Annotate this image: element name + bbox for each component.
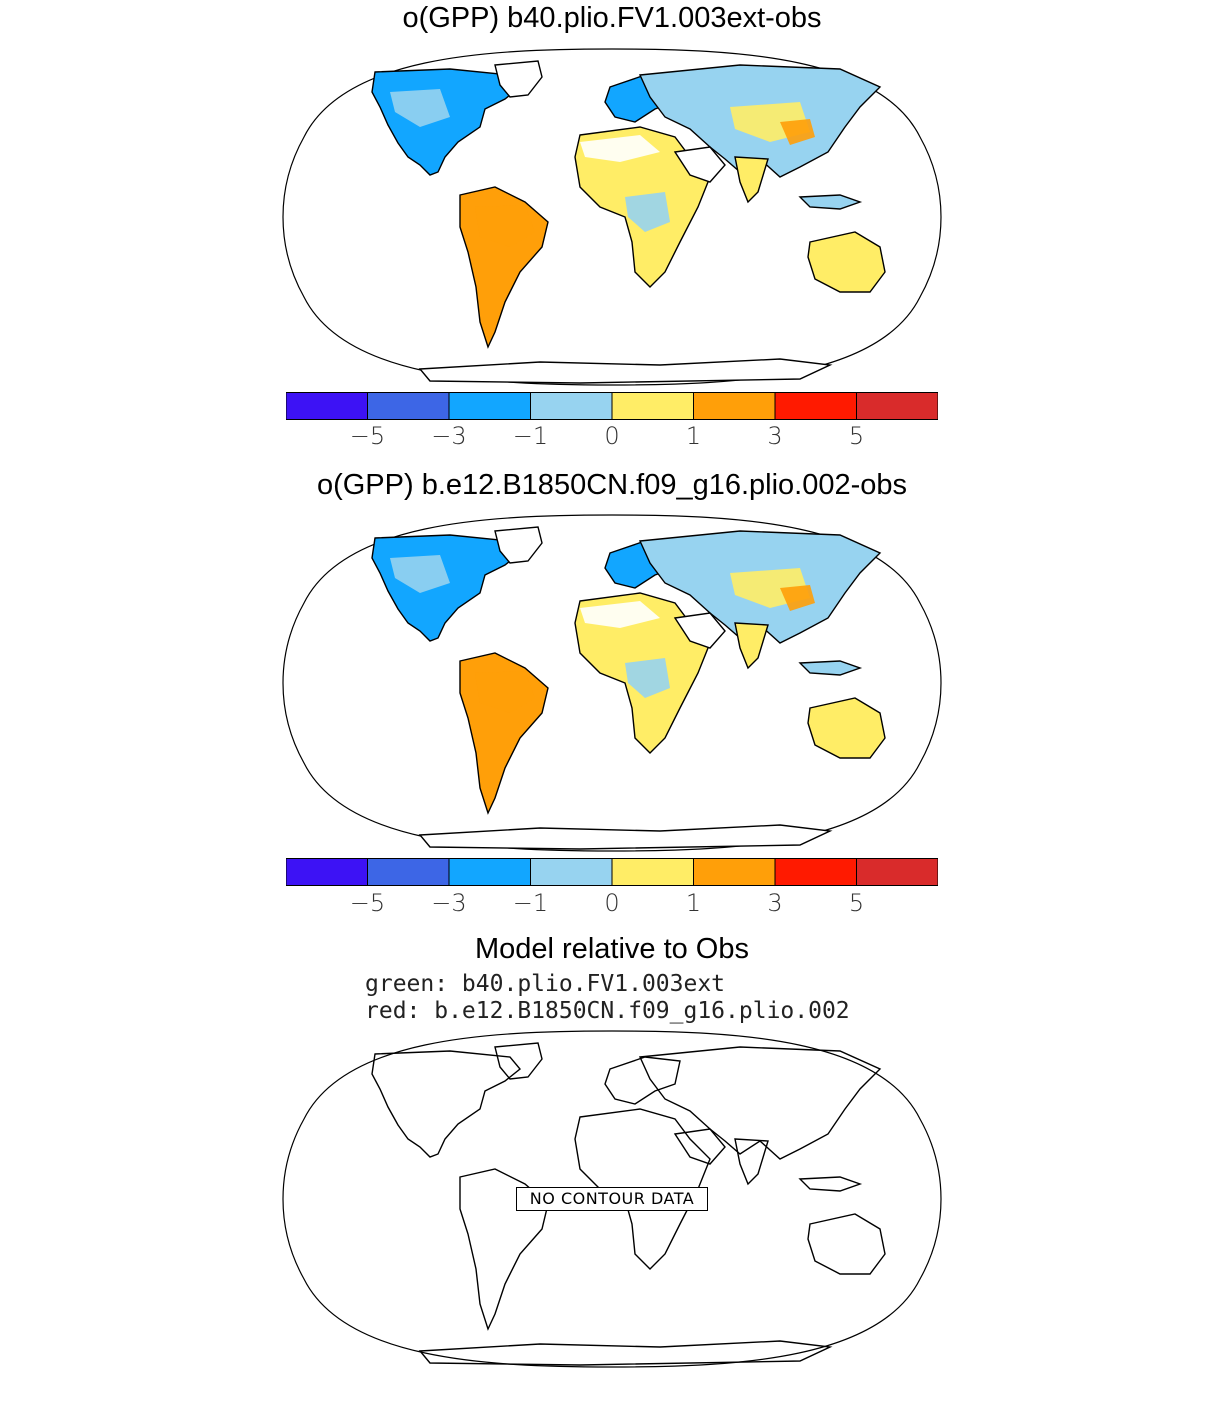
panel1-title: o(GPP) b40.plio.FV1.003ext-obs: [402, 2, 822, 34]
colorbar-swatch: [367, 392, 450, 420]
gpp-anomaly-patch: [625, 192, 670, 232]
colorbar-tick-label: 3: [767, 889, 783, 917]
gpp-anomaly-patch: [780, 585, 815, 611]
landmass-australia: [807, 231, 886, 293]
colorbar-tick-label: −1: [512, 422, 549, 450]
colorbar-swatch: [448, 392, 531, 420]
colorbar-tick-label: 1: [685, 889, 702, 917]
panel2-title: o(GPP) b.e12.B1850CN.f09_g16.plio.002-ob…: [316, 469, 908, 501]
colorbar-tick-label: −3: [431, 889, 467, 917]
world-map-panel1: [282, 48, 942, 386]
legend-green: green: b40.plio.FV1.003ext: [365, 971, 726, 997]
no-contour-data-label: NO CONTOUR DATA: [516, 1187, 708, 1211]
colorbar-swatch: [448, 858, 531, 886]
landmass-greenland: [494, 526, 543, 564]
colorbar-swatch: [774, 392, 857, 420]
landmass-greenland: [494, 60, 543, 98]
gpp-anomaly-patch: [475, 671, 535, 713]
landmass-antarctica: [418, 358, 833, 384]
colorbar-panel2: [286, 858, 938, 886]
landmass-indonesia: [798, 194, 863, 210]
panel3-title: Model relative to Obs: [474, 933, 749, 965]
landmass-australia: [807, 697, 886, 759]
landmass-namerica: [371, 1050, 521, 1158]
landmass-indonesia: [798, 1176, 863, 1192]
colorbar-swatch: [856, 392, 938, 420]
colorbar-swatch: [693, 392, 776, 420]
gpp-anomaly-patch: [780, 119, 815, 145]
colorbar-tick-label: −1: [512, 889, 549, 917]
colorbar-tick-label: 0: [604, 422, 620, 450]
gpp-anomaly-patch: [390, 89, 450, 127]
gpp-anomaly-patch: [580, 135, 660, 162]
landmass-australia: [807, 1213, 886, 1275]
colorbar-swatch: [693, 858, 776, 886]
colorbar-tick-label: 1: [685, 422, 702, 450]
colorbar-tick-label: 0: [604, 889, 620, 917]
landmass-asia: [638, 1046, 882, 1160]
colorbar-labels-panel2: −5 −3 −1 0 1 3 5: [286, 889, 938, 919]
colorbar-swatch: [774, 858, 857, 886]
colorbar-tick-label: 3: [767, 422, 783, 450]
landmass-arabia: [673, 1128, 726, 1165]
colorbar-swatch: [530, 858, 613, 886]
landmass-indonesia: [798, 660, 863, 676]
gpp-anomaly-patch: [580, 601, 660, 628]
colorbar-swatch: [611, 858, 694, 886]
landmass-greenland: [494, 1042, 543, 1080]
landmass-antarctica: [418, 1340, 833, 1366]
world-map-panel2: [282, 514, 942, 852]
gpp-anomaly-patch: [475, 205, 535, 247]
colorbar-tick-label: −3: [431, 422, 467, 450]
colorbar-tick-label: −5: [349, 889, 386, 917]
colorbar-swatch: [367, 858, 450, 886]
colorbar-swatch: [286, 392, 368, 420]
colorbar-labels-panel1: −5 −3 −1 0 1 3 5: [286, 422, 938, 452]
colorbar-tick-label: 5: [848, 889, 865, 917]
landmass-india: [734, 156, 769, 204]
landmass-africa: [574, 1108, 711, 1270]
gpp-anomaly-patch: [625, 658, 670, 698]
landmass-arabia: [673, 612, 726, 649]
gpp-anomaly-patch: [390, 555, 450, 593]
landmass-india: [734, 622, 769, 670]
legend-red: red: b.e12.B1850CN.f09_g16.plio.002: [365, 998, 850, 1024]
colorbar-swatch: [856, 858, 938, 886]
landmass-india: [734, 1138, 769, 1186]
landmass-arabia: [673, 146, 726, 183]
colorbar-tick-label: 5: [848, 422, 865, 450]
colorbar-panel1: [286, 392, 938, 420]
colorbar-swatch: [530, 392, 613, 420]
landmass-antarctica: [418, 824, 833, 850]
landmass-europe: [604, 1056, 681, 1105]
colorbar-swatch: [286, 858, 368, 886]
colorbar-swatch: [611, 392, 694, 420]
colorbar-tick-label: −5: [349, 422, 386, 450]
